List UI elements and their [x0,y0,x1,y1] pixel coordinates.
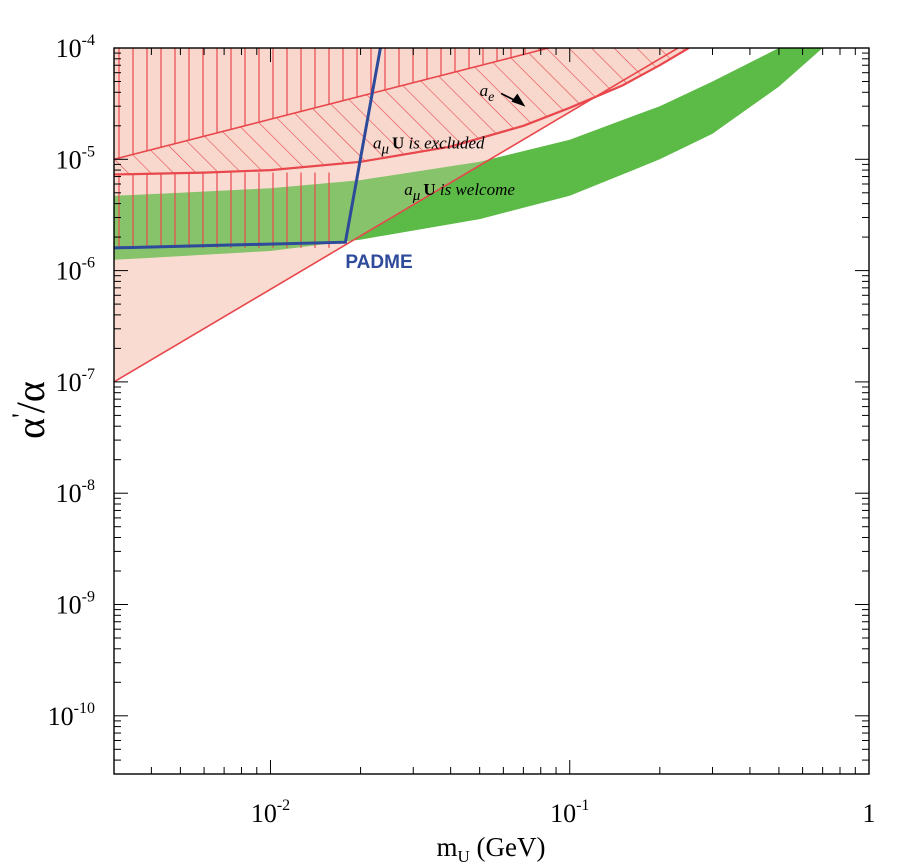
axes-frame [113,47,870,775]
y-tick-label: 10-9 [56,589,95,620]
amu-hatch-group [114,172,340,248]
plot-frame [113,47,870,775]
amu-upper-line [114,48,549,161]
ae-boundary-line [114,48,690,176]
y-axis-label: α'/α [7,381,53,439]
x-tick-label: 1 [863,799,876,828]
y-tick-label: 10-8 [56,477,95,508]
annotation-excluded: aμ U is excluded [373,134,485,158]
x-axis-label: mU (GeV) [436,832,545,866]
y-tick-label: 10-4 [56,32,95,63]
padme-label: PADME [345,252,412,273]
labels: 10-2 10-1 1 10-4 10-5 10-6 10-7 10-8 10-9 10-10 mU… [7,32,876,866]
x-tick-label: 10-1 [550,797,589,828]
y-tick-label: 10-5 [56,143,95,174]
plot-area [114,48,823,383]
ae-arrow-head [511,93,526,107]
y-tick-label: 10-10 [48,700,95,731]
annotation-ae: ae [480,81,495,105]
y-tick-label: 10-6 [56,255,95,286]
y-tick-label: 10-7 [56,366,95,397]
padme-line [114,48,382,250]
amu-lower-line [114,48,679,383]
x-tick-label: 10-2 [251,797,290,828]
amu-hatch-vertical [114,172,340,248]
annotation-welcome: aμ U is welcome [404,180,515,204]
